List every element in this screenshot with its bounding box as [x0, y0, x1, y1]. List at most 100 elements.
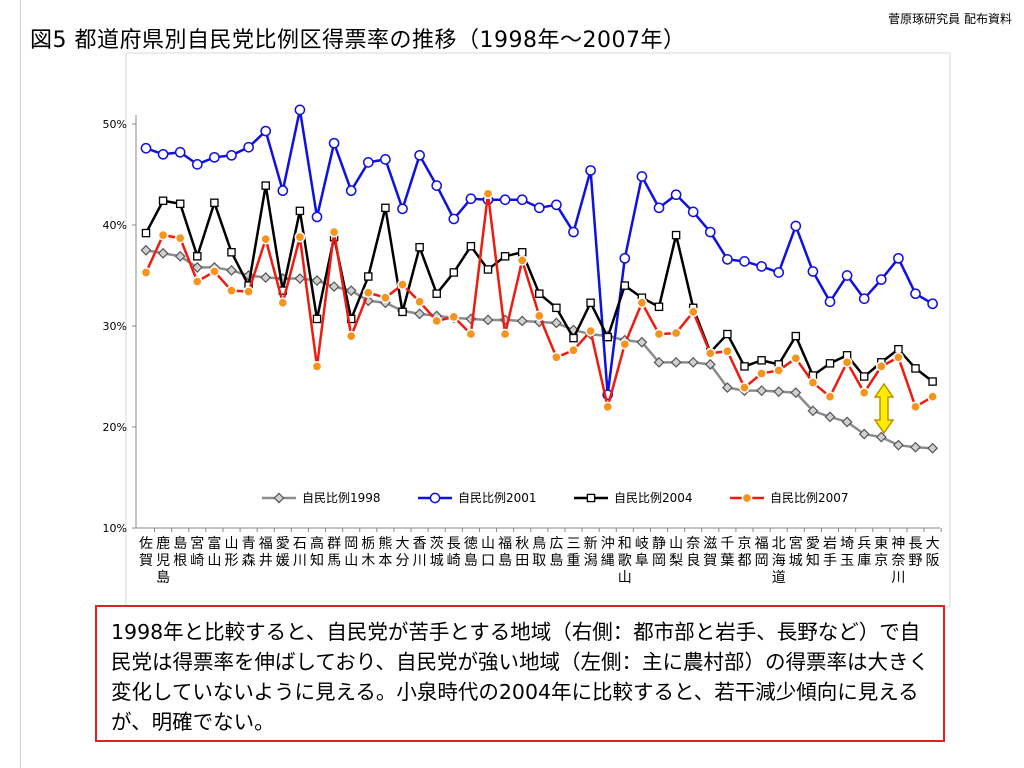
data-point-s2004: [158, 196, 168, 206]
x-tick-label: 沖縄: [601, 536, 615, 569]
data-point-s2004: [757, 356, 766, 365]
data-point-s2004: [535, 289, 544, 298]
data-point-s2007: [140, 267, 152, 278]
data-point-s2007: [157, 229, 169, 241]
credit-label: 菅原琢研究員 配布資料: [888, 12, 1012, 26]
x-tick-label: 長野: [909, 536, 923, 569]
data-point-s2004: [175, 199, 185, 209]
y-tick-label: 10%: [103, 522, 127, 535]
data-point-s2004: [381, 203, 390, 213]
x-tick-label: 大分: [396, 536, 410, 569]
data-point-s1998: [191, 261, 203, 273]
x-tick-label: 熊本: [378, 536, 392, 569]
data-point-s2004: [364, 272, 373, 281]
data-point-s2001: [328, 137, 340, 149]
data-point-s2001: [807, 266, 819, 277]
legend-label: 自民比例2007: [770, 491, 849, 505]
data-point-s2004: [227, 248, 236, 257]
data-point-s2007: [226, 285, 237, 296]
data-point-s2007: [807, 377, 819, 388]
x-tick-label: 奈良: [686, 536, 700, 569]
data-point-s2007: [568, 344, 579, 356]
left-rule: [20, 0, 21, 768]
legend-label: 自民比例1998: [302, 491, 381, 505]
note-text: 1998年と比較すると、自民党が苦手とする地域（右側：都市部と岩手、長野など）で…: [111, 620, 929, 734]
data-point-s2004: [141, 228, 151, 238]
data-point-s2007: [277, 297, 289, 309]
x-tick-label: 山口: [481, 536, 495, 569]
x-tick-label: 高知: [310, 535, 324, 569]
data-point-s2007: [927, 391, 938, 403]
data-point-s2001: [670, 189, 682, 201]
data-point-s2007: [619, 338, 631, 350]
series-s2001: [140, 104, 938, 401]
y-tick-label: 30%: [103, 320, 127, 333]
x-tick-label: 山梨: [669, 536, 683, 569]
data-point-s2001: [157, 148, 169, 160]
data-point-s1998: [226, 265, 237, 276]
data-point-s1998: [875, 431, 887, 443]
data-point-s2004: [398, 307, 407, 317]
x-tick-label: 群馬: [327, 536, 341, 569]
data-point-s2001: [687, 206, 699, 218]
data-point-s2007: [636, 297, 648, 309]
data-point-s1998: [721, 382, 733, 394]
data-point-s2007: [294, 231, 306, 243]
data-point-s2007: [687, 306, 699, 318]
data-point-s2004: [620, 281, 630, 290]
data-point-s2001: [739, 256, 750, 267]
data-point-s2004: [671, 230, 681, 240]
x-tick-label: 静岡: [652, 536, 666, 569]
data-point-s2001: [653, 202, 665, 214]
data-point-s2007: [653, 328, 665, 340]
data-point-s2007: [311, 361, 323, 372]
data-point-s2001: [858, 293, 870, 305]
x-tick-label: 岩手: [823, 536, 837, 569]
data-point-s2007: [910, 401, 921, 413]
x-tick-label: 三重: [567, 536, 581, 569]
data-point-s2007: [499, 328, 511, 340]
data-point-s1998: [892, 439, 904, 451]
data-point-s2004: [603, 332, 612, 342]
data-point-s2007: [756, 368, 767, 379]
data-point-s2001: [191, 159, 203, 170]
data-point-s2007: [174, 232, 186, 244]
data-point-s2007: [739, 382, 750, 393]
data-point-s2004: [432, 289, 441, 298]
data-point-s2007: [841, 357, 853, 368]
x-tick-label: 神奈川: [891, 536, 905, 586]
data-point-s2004: [193, 252, 202, 261]
x-tick-label: 長崎: [447, 536, 461, 569]
data-point-s2004: [312, 314, 322, 324]
data-point-s2007: [414, 296, 425, 308]
data-point-s2007: [602, 401, 614, 413]
x-tick-label: 愛知: [806, 536, 820, 569]
data-point-s2007: [858, 387, 870, 399]
x-tick-label: 宮城: [789, 536, 803, 569]
data-point-s2007: [465, 328, 477, 340]
legend-label: 自民比例2001: [458, 491, 537, 505]
x-tick-label: 鹿児島: [156, 535, 170, 586]
data-point-s1998: [516, 315, 528, 327]
data-point-s2007: [704, 347, 716, 359]
data-point-s2004: [295, 206, 305, 216]
data-point-s2001: [362, 157, 374, 168]
x-tick-label: 京都: [738, 536, 752, 569]
x-tick-label: 広島: [549, 536, 563, 569]
legend-marker: [741, 492, 753, 504]
legend-marker: [586, 493, 596, 503]
data-point-s2004: [466, 241, 476, 251]
x-tick-label: 青森: [242, 536, 256, 569]
data-point-s2001: [311, 211, 323, 223]
data-point-s2004: [415, 242, 424, 252]
data-point-s2004: [791, 331, 801, 341]
data-point-s2007: [362, 287, 374, 299]
data-point-s2004: [449, 268, 459, 277]
x-tick-label: 島根: [173, 536, 187, 569]
data-point-s2001: [294, 104, 306, 116]
x-tick-label: 徳島: [464, 536, 478, 569]
data-point-s2001: [140, 142, 152, 154]
data-point-s2001: [277, 185, 289, 197]
legend-marker: [273, 492, 285, 504]
data-point-s2004: [928, 377, 937, 386]
